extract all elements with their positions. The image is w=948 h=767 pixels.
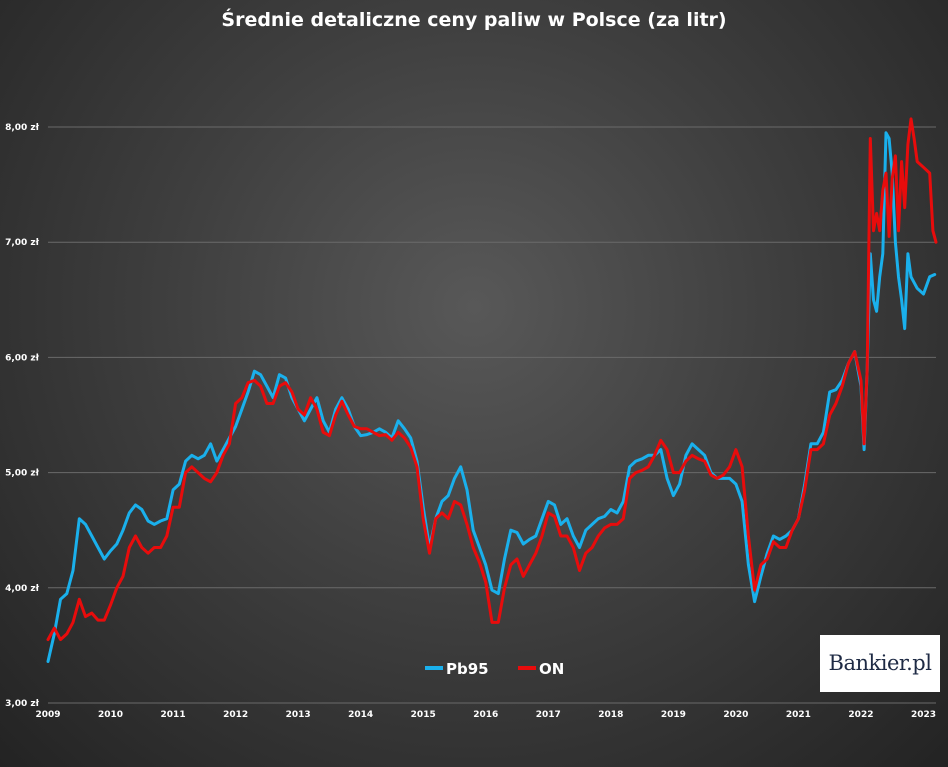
legend: Pb95 ON: [425, 660, 564, 678]
legend-label-on: ON: [539, 660, 564, 678]
x-tick-label: 2021: [786, 710, 811, 720]
y-axis-ticks: 3,00 zł 4,00 zł 5,00 zł 6,00 zł 7,00 zł 8,00 …: [5, 123, 40, 709]
y-tick-label: 4,00 zł: [5, 584, 40, 594]
x-tick-label: 2020: [723, 710, 748, 720]
x-tick-label: 2015: [411, 710, 436, 720]
y-tick-label: 3,00 zł: [5, 699, 40, 709]
y-tick-label: 8,00 zł: [5, 123, 40, 133]
y-tick-label: 5,00 zł: [5, 469, 40, 479]
x-tick-label: 2019: [661, 710, 686, 720]
x-tick-label: 2014: [348, 710, 373, 720]
series-lines: [46, 117, 938, 663]
y-tick-label: 6,00 zł: [5, 353, 40, 363]
legend-label-pb95: Pb95: [446, 660, 489, 678]
x-tick-label: 2022: [848, 710, 873, 720]
bankier-logo-text: Bankier.pl: [828, 651, 932, 675]
x-tick-label: 2023: [911, 710, 936, 720]
chart-title: Średnie detaliczne ceny paliw w Polsce (…: [221, 7, 726, 31]
bankier-logo: Bankier.pl: [820, 635, 940, 692]
series-line-pb95: [46, 131, 937, 663]
y-tick-label: 7,00 zł: [5, 238, 40, 248]
x-axis-ticks: 2009 2010 2011 2012 2013 2014 2015 2016 2017 2018…: [35, 710, 936, 720]
x-tick-label: 2018: [598, 710, 623, 720]
x-tick-label: 2017: [536, 710, 561, 720]
series-line-on: [46, 117, 938, 642]
x-tick-label: 2009: [35, 710, 60, 720]
x-tick-label: 2013: [286, 710, 311, 720]
x-tick-label: 2011: [161, 710, 186, 720]
x-tick-label: 2016: [473, 710, 498, 720]
x-tick-label: 2012: [223, 710, 248, 720]
x-tick-label: 2010: [98, 710, 123, 720]
